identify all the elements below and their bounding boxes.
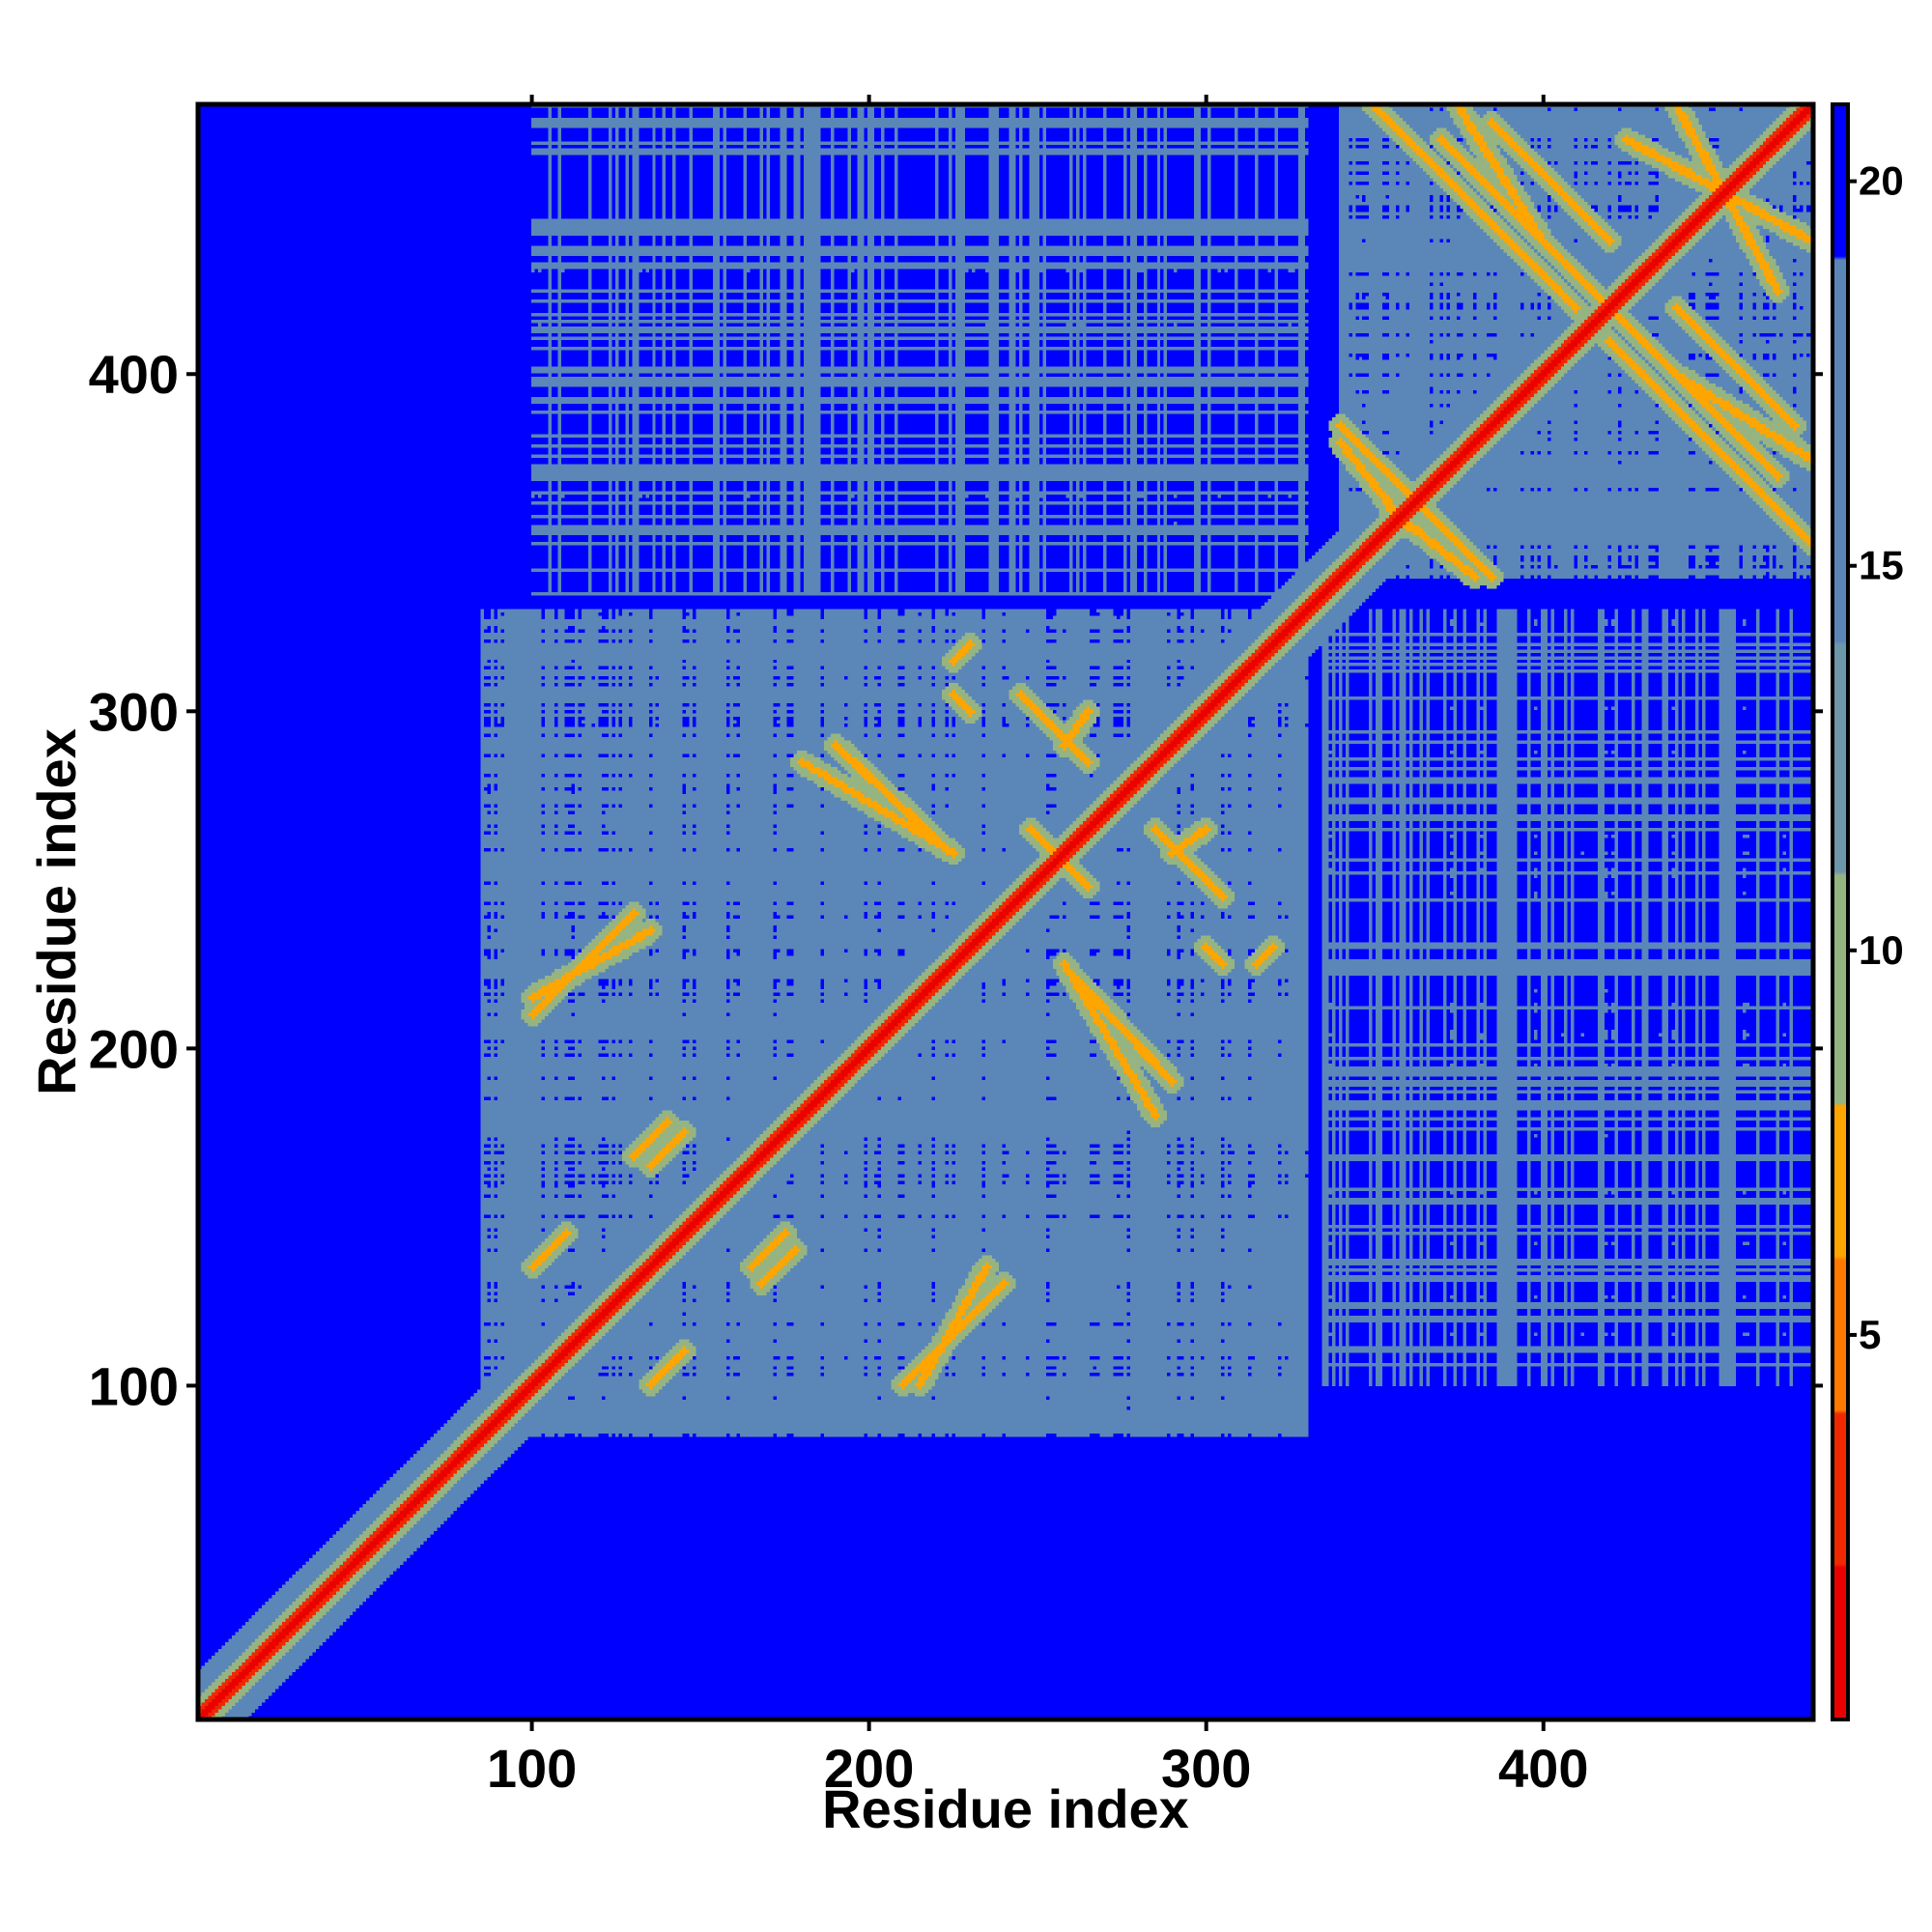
y-axis-title: Residue index xyxy=(26,728,87,1095)
colorbar-tick-label: 15 xyxy=(1859,543,1904,588)
colorbar-frame xyxy=(1831,102,1850,1721)
colorbar-ticks: 5 10 15 20 xyxy=(1848,158,1904,1357)
colorbar-tick-label: 10 xyxy=(1859,927,1904,973)
top-axis-ticks xyxy=(529,95,1823,1388)
y-tick-label: 200 xyxy=(89,1018,179,1079)
x-axis-title: Residue index xyxy=(822,1778,1189,1839)
y-tick-label: 300 xyxy=(89,681,179,742)
colorbar-tick-label: 20 xyxy=(1859,158,1904,204)
distance-heatmap xyxy=(198,104,1813,1719)
x-axis-ticks: 100 200 300 400 xyxy=(487,1719,1588,1799)
y-tick-label: 100 xyxy=(89,1355,179,1416)
x-tick-label: 100 xyxy=(487,1738,577,1799)
x-tick-label: 300 xyxy=(1161,1738,1251,1799)
y-tick-label: 400 xyxy=(89,344,179,405)
colorbar-tick-label: 5 xyxy=(1859,1312,1881,1357)
colorbar-gradient xyxy=(1833,104,1848,1719)
y-axis-ticks: 100 200 300 400 xyxy=(89,344,198,1416)
x-tick-label: 400 xyxy=(1498,1738,1588,1799)
plot-frame xyxy=(195,101,1816,1722)
x-tick-label: 200 xyxy=(824,1738,914,1799)
